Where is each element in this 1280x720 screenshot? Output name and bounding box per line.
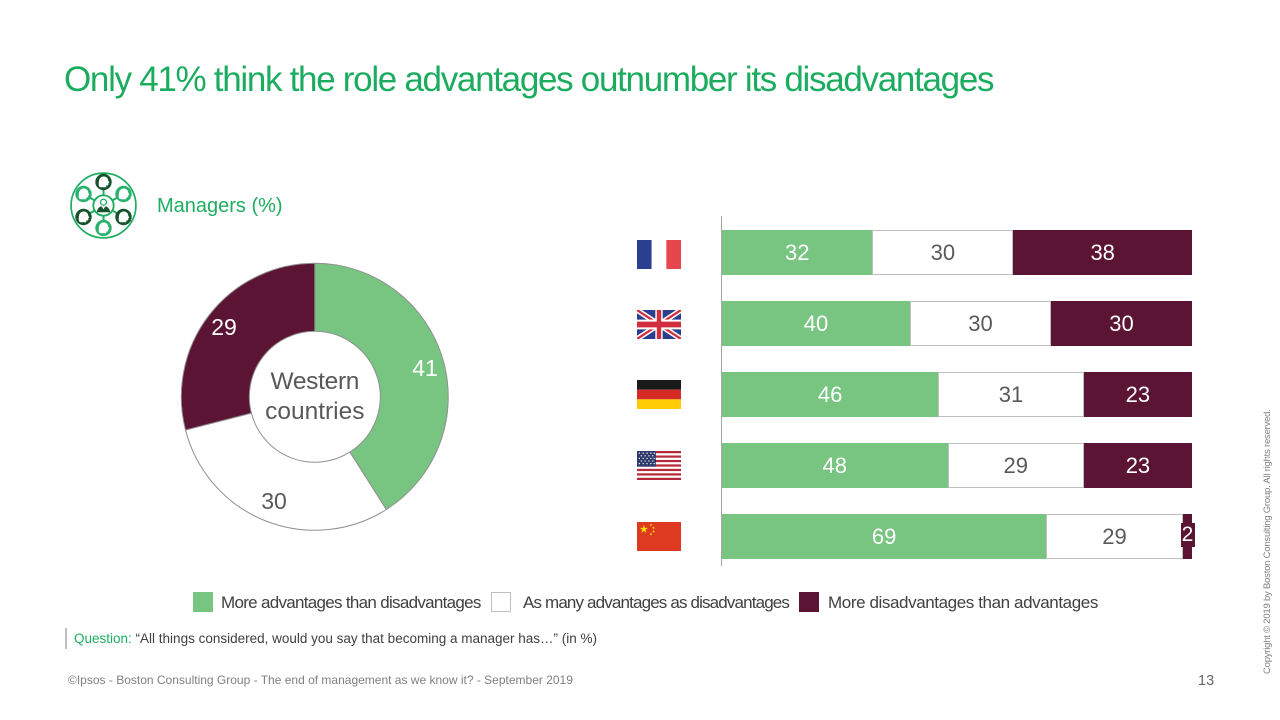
svg-text:countries: countries [265, 398, 364, 425]
svg-text:30: 30 [261, 488, 287, 514]
svg-text:41: 41 [412, 355, 438, 381]
svg-text:Western: Western [270, 368, 359, 395]
svg-text:29: 29 [211, 314, 237, 340]
